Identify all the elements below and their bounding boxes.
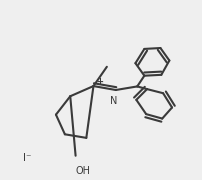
Text: OH: OH <box>75 166 90 176</box>
Text: N: N <box>110 96 117 106</box>
Text: +: + <box>96 77 103 86</box>
Text: I⁻: I⁻ <box>23 153 32 163</box>
